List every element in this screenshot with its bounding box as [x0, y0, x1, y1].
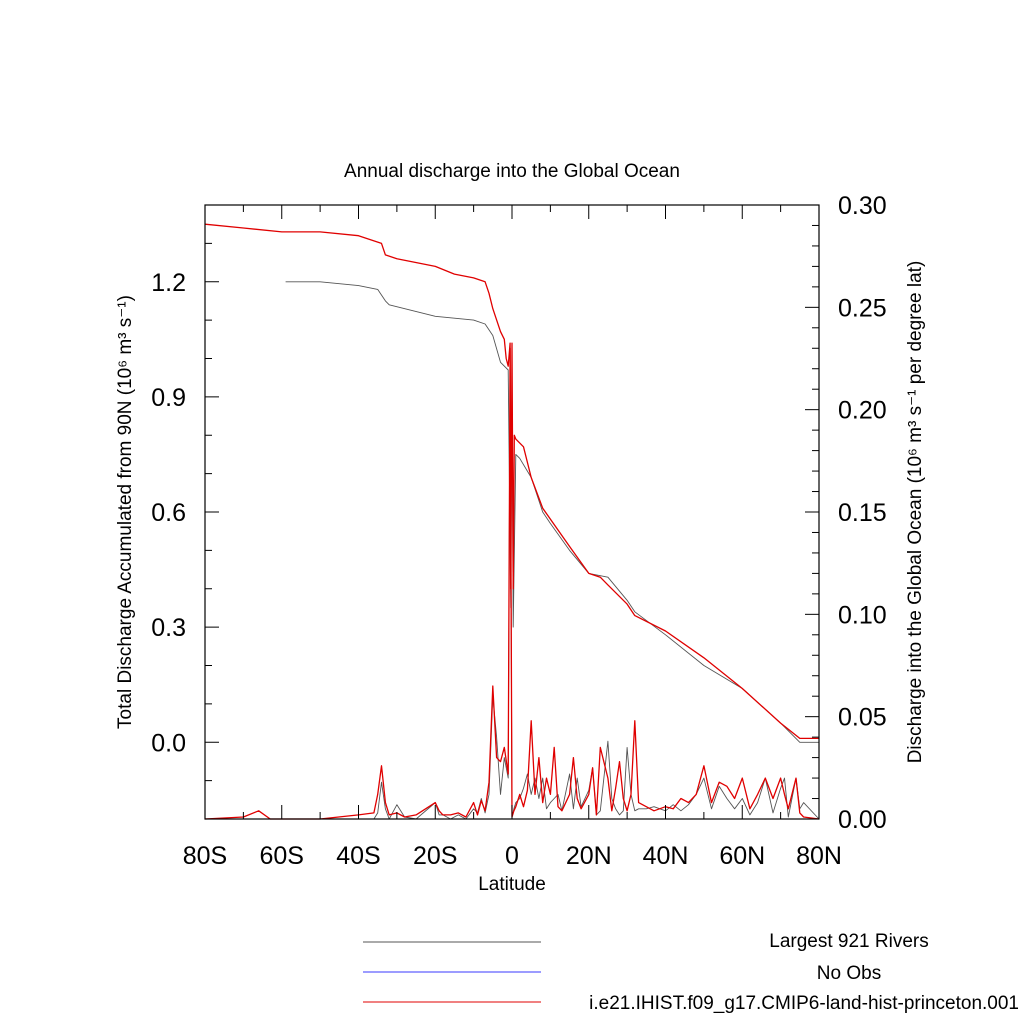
legend-label-no-obs: No Obs [817, 963, 881, 984]
series-line-3 [204, 347, 820, 820]
x-tick-label: 40S [336, 842, 380, 870]
legend-label-rivers: Largest 921 Rivers [769, 931, 928, 952]
x-tick-label: 20N [566, 842, 612, 870]
y-right-tick-label: 0.00 [838, 806, 887, 834]
y-left-tick-label: 0.9 [151, 384, 186, 412]
x-tick-label: 40N [643, 842, 689, 870]
series-line-2 [205, 368, 820, 820]
x-tick-label: 60N [719, 842, 765, 870]
x-tick-label: 0 [505, 842, 519, 870]
x-tick-label: 60S [260, 842, 304, 870]
series-line-0 [285, 281, 819, 743]
legend: Largest 921 Rivers No Obs i.e21.IHIST.f0… [363, 931, 1019, 1014]
y-axis-label-left: Total Discharge Accumulated from 90N (10… [115, 295, 136, 729]
y-left-tick-label: 0.0 [151, 729, 186, 757]
y-right-tick-label: 0.10 [838, 601, 887, 629]
y-left-tick-label: 0.6 [151, 499, 186, 527]
y-right-tick-label: 0.20 [838, 397, 887, 425]
x-tick-label: 80N [796, 842, 842, 870]
tick-layer: 80S 60S 40S 20S 0 20N 40N 60N 80N 0.0 0.3 0.6 0.9 1.2… [151, 192, 886, 870]
x-tick-label: 20S [413, 842, 457, 870]
y-right-tick-label: 0.25 [838, 294, 887, 322]
x-axis-label: Latitude [478, 874, 546, 895]
legend-label-model: i.e21.IHIST.f09_g17.CMIP6-land-hist-prin… [589, 993, 1019, 1014]
y-left-tick-label: 1.2 [151, 269, 186, 297]
series-layer [204, 223, 820, 820]
y-right-tick-label: 0.15 [838, 499, 887, 527]
chart-title: Annual discharge into the Global Ocean [344, 161, 680, 182]
x-tick-label: 80S [183, 842, 227, 870]
y-axis-label-right: Discharge into the Global Ocean (10⁶ m³ … [905, 261, 926, 764]
y-left-tick-label: 0.3 [151, 614, 186, 642]
y-right-tick-label: 0.30 [838, 192, 887, 220]
y-right-tick-label: 0.05 [838, 704, 887, 732]
